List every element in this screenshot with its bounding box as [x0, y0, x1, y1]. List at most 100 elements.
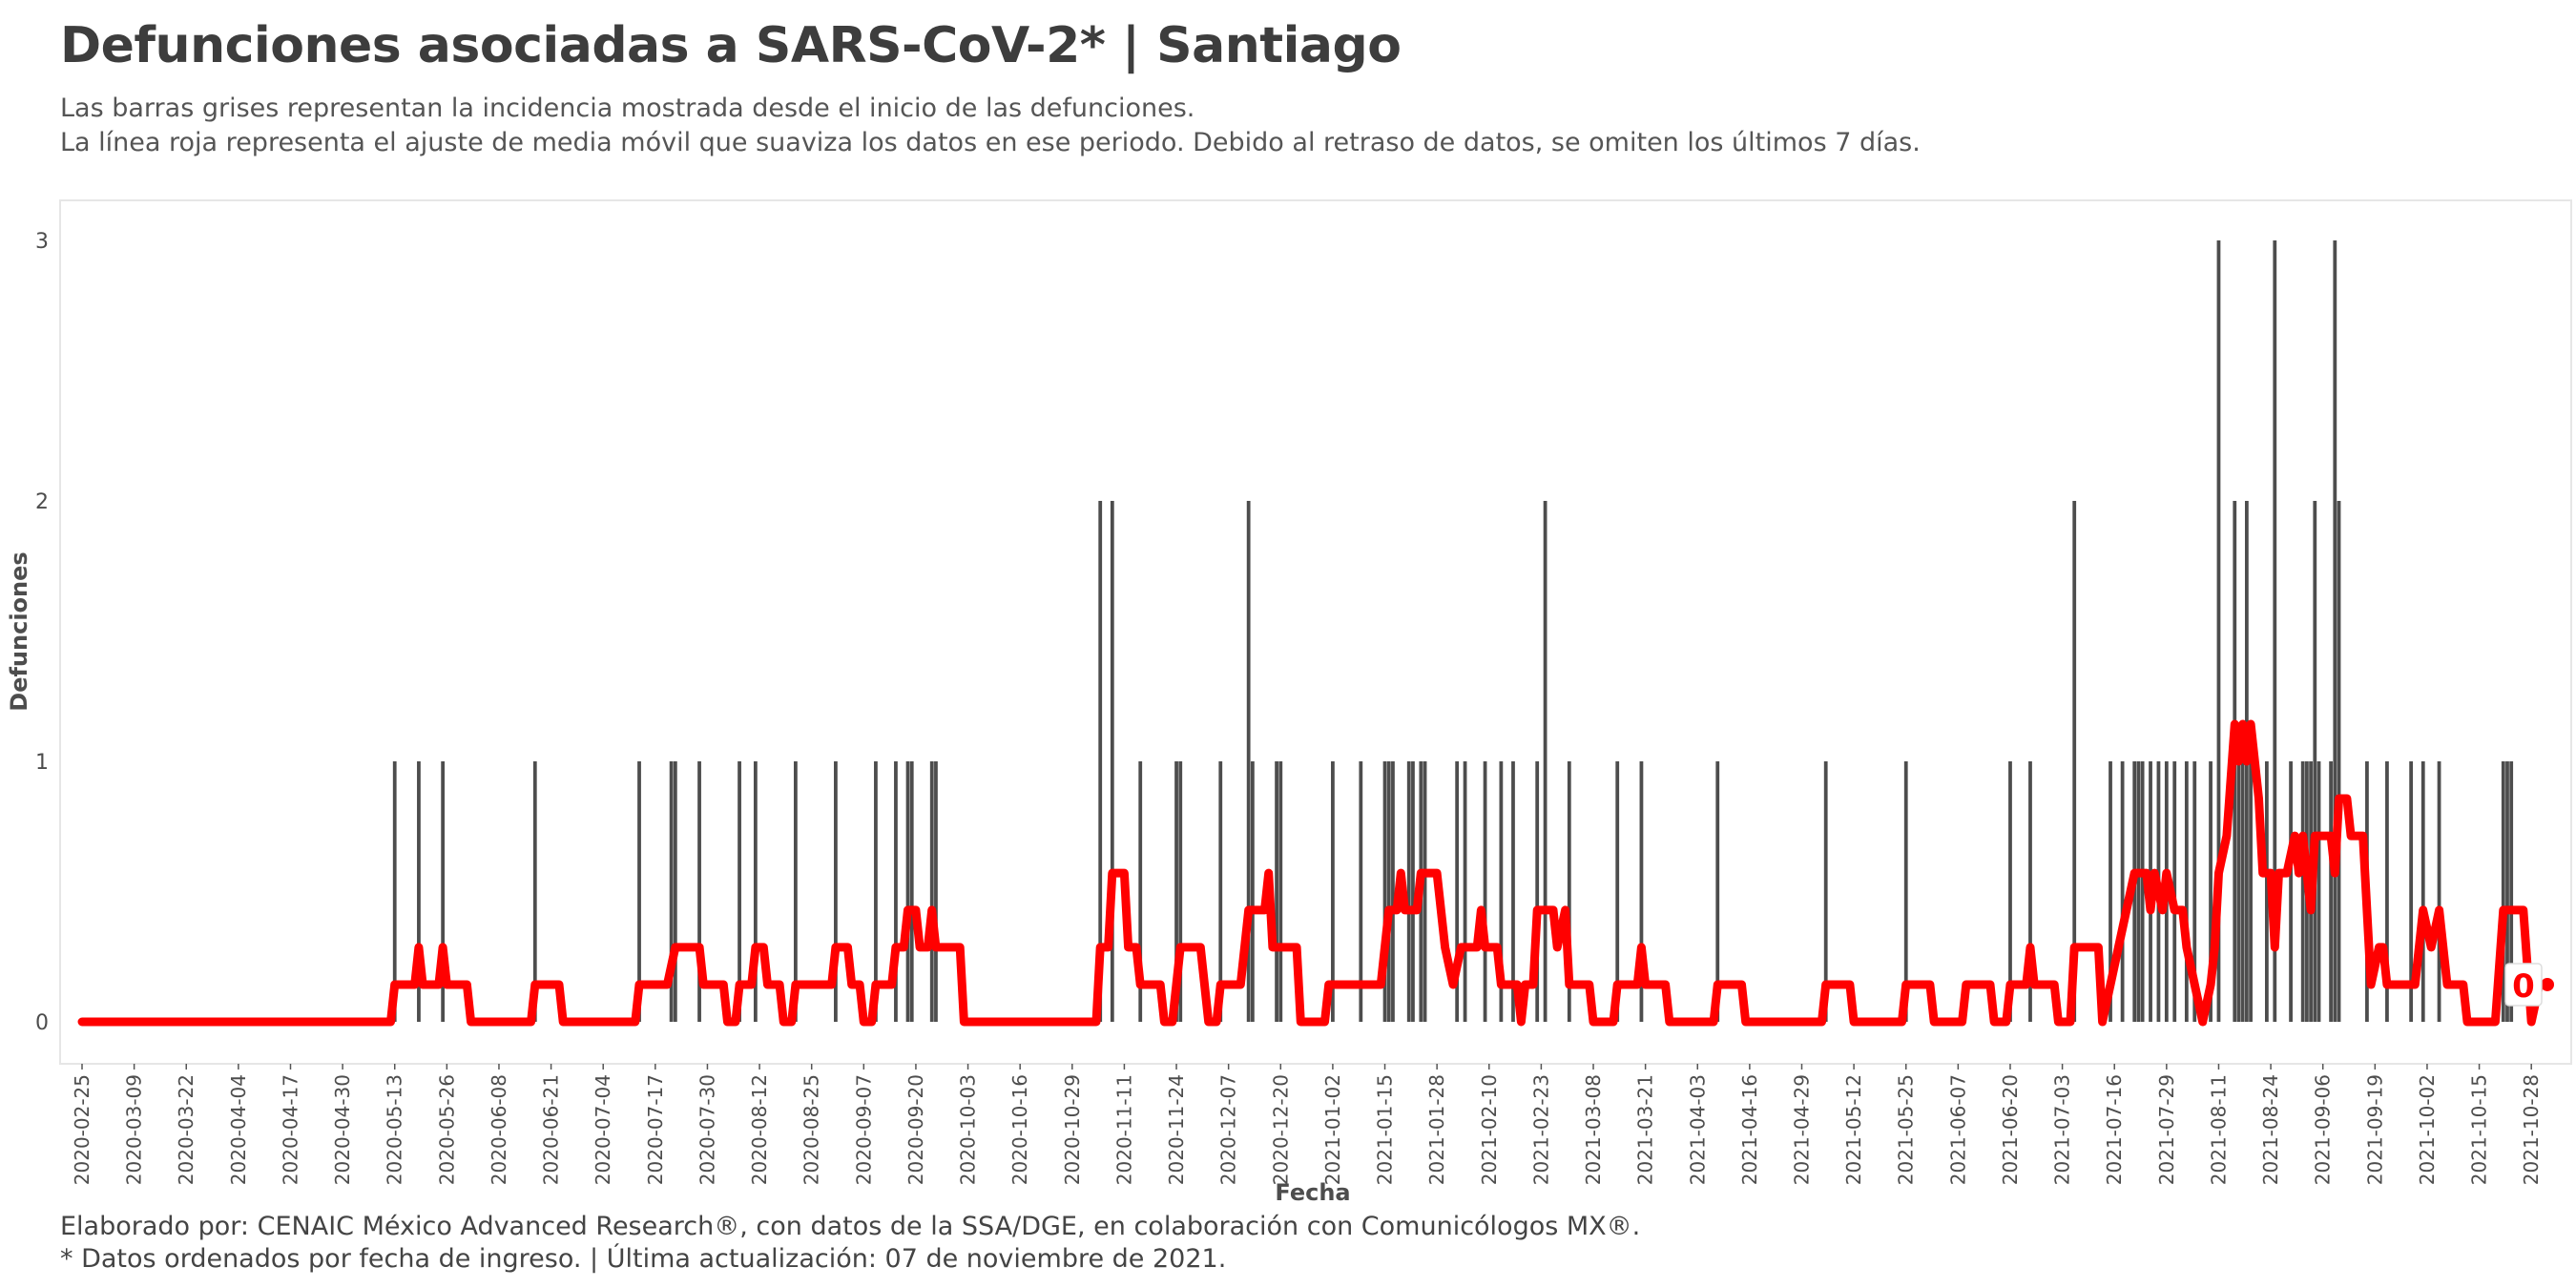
- bar: [2028, 761, 2032, 1022]
- bar: [2385, 761, 2389, 1022]
- bar: [669, 761, 674, 1022]
- x-axis-title: Fecha: [1275, 1179, 1350, 1206]
- bar: [2216, 240, 2221, 1022]
- bar: [2236, 761, 2241, 1022]
- x-tick-label: 2021-04-03: [1686, 1074, 1709, 1185]
- y-tick-label: 2: [35, 490, 49, 514]
- bar: [2316, 761, 2321, 1022]
- bar: [417, 761, 421, 1022]
- x-tick-label: 2021-01-02: [1321, 1074, 1344, 1185]
- end-label-box: [2504, 963, 2543, 1007]
- x-tick-label: 2021-10-02: [2416, 1074, 2439, 1185]
- x-tick-label: 2020-06-08: [488, 1074, 510, 1185]
- bar: [1391, 761, 1395, 1022]
- bar: [909, 761, 914, 1022]
- moving-average-line: [77, 719, 2552, 1027]
- bar: [737, 761, 741, 1022]
- x-tick-label: 2020-04-30: [331, 1074, 354, 1185]
- bar: [1178, 761, 1183, 1022]
- bar: [1218, 761, 1223, 1022]
- chart-subtitle-line-1: Las barras grises representan la inciden…: [60, 93, 1195, 123]
- x-tick-label: 2020-03-22: [175, 1074, 197, 1185]
- chart-title: Defunciones asociadas a SARS-CoV-2* | Sa…: [60, 17, 1402, 74]
- bar: [1411, 761, 1415, 1022]
- bar: [1483, 761, 1487, 1022]
- x-tick-label: 2021-06-07: [1946, 1074, 1969, 1185]
- bar: [697, 761, 701, 1022]
- bar: [1499, 761, 1504, 1022]
- bar: [2264, 761, 2269, 1022]
- bar: [1823, 761, 1828, 1022]
- bar: [2505, 761, 2509, 1022]
- bar: [834, 761, 838, 1022]
- x-tick-label: 2021-03-21: [1634, 1074, 1657, 1185]
- bar: [1567, 761, 1571, 1022]
- y-tick-label: 3: [35, 230, 49, 254]
- x-tick-label: 2021-07-16: [2103, 1074, 2126, 1185]
- x-tick-label: 2021-02-10: [1478, 1074, 1501, 1185]
- x-tick-label: 2020-05-13: [384, 1074, 406, 1185]
- bar: [1463, 761, 1467, 1022]
- x-tick-label: 2021-10-15: [2468, 1074, 2491, 1185]
- x-tick-label: 2021-04-16: [1738, 1074, 1761, 1185]
- bar: [2184, 761, 2189, 1022]
- bar: [2501, 761, 2505, 1022]
- bar: [2136, 761, 2141, 1022]
- bar: [2289, 761, 2293, 1022]
- bar: [894, 761, 898, 1022]
- end-point: [2541, 977, 2554, 991]
- bar: [1423, 761, 1427, 1022]
- x-tick-label: 2021-05-25: [1895, 1074, 1918, 1185]
- bar: [2072, 501, 2077, 1022]
- bars-layer: [392, 240, 2514, 1022]
- bar: [2140, 761, 2145, 1022]
- x-tick-label: 2020-08-25: [800, 1074, 823, 1185]
- x-tick-label: 2020-07-17: [644, 1074, 667, 1185]
- bar: [1543, 501, 1548, 1022]
- bar: [2509, 761, 2514, 1022]
- bar: [934, 761, 938, 1022]
- bar: [2333, 240, 2337, 1022]
- x-tick-label: 2021-08-11: [2207, 1074, 2230, 1185]
- x-tick-label: 2020-09-20: [904, 1074, 927, 1185]
- x-tick-label: 2021-03-08: [1582, 1074, 1605, 1185]
- bar: [2249, 761, 2253, 1022]
- x-tick-label: 2021-05-12: [1842, 1074, 1865, 1185]
- y-tick-label: 1: [35, 751, 49, 775]
- bar: [793, 761, 798, 1022]
- bar: [1535, 761, 1540, 1022]
- bar: [1275, 761, 1278, 1022]
- x-tick-label: 2020-04-17: [279, 1074, 301, 1185]
- caption-note: * Datos ordenados por fecha de ingreso. …: [60, 1244, 1227, 1274]
- bar: [753, 761, 758, 1022]
- bar: [1278, 761, 1283, 1022]
- x-tick-label: 2020-12-20: [1269, 1074, 1292, 1185]
- x-tick-label: 2020-07-04: [592, 1074, 614, 1185]
- caption-source: Elaborado por: CENAIC México Advanced Re…: [60, 1212, 1641, 1241]
- x-tick-label: 2020-09-07: [852, 1074, 875, 1185]
- bar: [1455, 761, 1460, 1022]
- bar: [1639, 761, 1644, 1022]
- x-tick-label: 2020-12-07: [1217, 1074, 1240, 1185]
- bar: [1110, 501, 1114, 1022]
- bar: [1406, 761, 1411, 1022]
- bar: [673, 761, 677, 1022]
- bar: [2337, 501, 2341, 1022]
- x-tick-label: 2021-07-03: [2051, 1074, 2074, 1185]
- bar: [2273, 240, 2277, 1022]
- x-tick-label: 2020-07-30: [696, 1074, 718, 1185]
- chart-subtitle-line-2: La línea roja representa el ajuste de me…: [60, 128, 1921, 157]
- x-tick-label: 2020-10-16: [1008, 1074, 1031, 1185]
- y-tick-label: 0: [35, 1011, 49, 1035]
- y-axis-title: Defunciones: [6, 551, 32, 711]
- x-tick-label: 2021-06-20: [1999, 1074, 2022, 1185]
- bar: [1250, 761, 1255, 1022]
- bar: [637, 761, 641, 1022]
- y-axis: 0 1 2 3: [35, 230, 49, 1035]
- bar: [1174, 761, 1178, 1022]
- x-tick-label: 2020-04-04: [227, 1074, 250, 1185]
- bar: [532, 761, 537, 1022]
- bar: [1138, 761, 1143, 1022]
- x-tick-label: 2021-02-23: [1529, 1074, 1552, 1185]
- bar: [2420, 761, 2425, 1022]
